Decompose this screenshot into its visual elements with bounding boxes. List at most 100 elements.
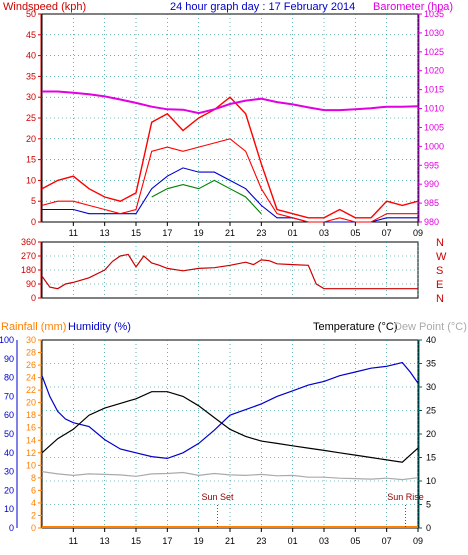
humidity-ytick-label: 90: [4, 354, 14, 364]
temp-ytick-label: 20: [426, 429, 436, 439]
barometer-ytick-label: 1020: [424, 66, 444, 76]
temp-xtick-label: 17: [162, 536, 172, 546]
direction-ytick-label: 180: [21, 265, 36, 275]
compass-label: N: [436, 237, 444, 249]
wind-ytick-label: 35: [26, 71, 36, 81]
wind-ytick-label: 50: [26, 9, 36, 19]
temp-xtick-label: 23: [256, 536, 266, 546]
rain-ytick-label: 26: [26, 360, 36, 370]
wind-xtick-label: 09: [413, 228, 423, 238]
temperature-axis-title: Temperature (°C): [313, 321, 397, 333]
wind-ytick-label: 45: [26, 30, 36, 40]
wind-ytick-label: 20: [26, 134, 36, 144]
sun-marker-label: Sun Rise: [387, 492, 424, 502]
wind-xtick-label: 11: [69, 228, 78, 238]
temp-xtick-label: 05: [350, 536, 360, 546]
wind-ytick-label: 5: [31, 196, 36, 206]
rain-ytick-label: 12: [26, 448, 36, 458]
barometer-ytick-label: 995: [424, 160, 439, 170]
dewpoint-axis-title: Dew Point (°C): [394, 321, 467, 333]
barometer-ytick-label: 1015: [424, 85, 444, 95]
rain-ytick-label: 20: [26, 398, 36, 408]
temp-ytick-label: 35: [426, 359, 436, 369]
barometer-ytick-label: 1005: [424, 122, 444, 132]
temp-xtick-label: 11: [69, 536, 78, 546]
rain-ytick-label: 4: [31, 498, 36, 508]
wind-ytick-label: 40: [26, 51, 36, 61]
humidity-ytick-label: 50: [4, 429, 14, 439]
humidity-ytick-label: 20: [4, 485, 14, 495]
sun-marker-label: Sun Set: [201, 492, 234, 502]
compass-label: N: [436, 293, 444, 305]
barometer-ytick-label: 1000: [424, 141, 444, 151]
humidity-axis-title: Humidity (%): [68, 321, 131, 333]
wind-xtick-label: 03: [319, 228, 329, 238]
temp-ytick-label: 30: [426, 382, 436, 392]
rain-ytick-label: 24: [26, 373, 36, 383]
wind-ytick-label: 0: [31, 217, 36, 227]
temp-xtick-label: 15: [131, 536, 141, 546]
direction-line: [41, 253, 418, 290]
temp-ytick-label: 0: [426, 523, 431, 533]
rain-ytick-label: 6: [31, 485, 36, 495]
humidity-ytick-label: 80: [4, 373, 14, 383]
wind-axis-title: Windspeed (kph): [3, 1, 86, 13]
compass-label: E: [436, 279, 443, 291]
barometer-line: [42, 90, 419, 115]
barometer-ytick-label: 985: [424, 198, 439, 208]
humidity-ytick-label: 100: [0, 335, 14, 345]
humidity-ytick-label: 0: [9, 523, 14, 533]
wind-series-gust: [41, 96, 419, 219]
rainfall-axis-title: Rainfall (mm): [1, 321, 66, 333]
barometer-ytick-label: 1035: [424, 9, 444, 19]
wind-ytick-label: 15: [26, 155, 36, 165]
wind-xtick-label: 13: [100, 228, 110, 238]
temp-xtick-label: 07: [382, 536, 392, 546]
rain-ytick-label: 8: [31, 473, 36, 483]
rain-ytick-label: 2: [31, 510, 36, 520]
rain-ytick-label: 0: [31, 523, 36, 533]
humidity-line: [41, 361, 419, 460]
wind-ytick-label: 30: [26, 92, 36, 102]
rain-ytick-label: 10: [26, 460, 36, 470]
temp-xtick-label: 13: [100, 536, 110, 546]
temperature-line: [41, 391, 419, 463]
barometer-ytick-label: 1010: [424, 104, 444, 114]
rain-ytick-label: 28: [26, 348, 36, 358]
barometer-ytick-label: 1025: [424, 47, 444, 57]
rain-ytick-label: 16: [26, 423, 36, 433]
temp-ytick-label: 40: [426, 335, 436, 345]
wind-xtick-label: 21: [225, 228, 235, 238]
temp-xtick-label: 21: [225, 536, 235, 546]
direction-ytick-label: 360: [21, 237, 36, 247]
barometer-ytick-label: 1030: [424, 28, 444, 38]
temp-ytick-label: 25: [426, 406, 436, 416]
wind-xtick-label: 23: [256, 228, 266, 238]
wind-xtick-label: 17: [162, 228, 172, 238]
wind-series-wind_green: [151, 179, 262, 215]
wind-xtick-label: 15: [131, 228, 141, 238]
compass-label: S: [436, 265, 443, 277]
temp-ytick-label: 10: [426, 476, 436, 486]
wind-xtick-label: 05: [350, 228, 360, 238]
rain-ytick-label: 18: [26, 410, 36, 420]
compass-label: W: [436, 251, 447, 263]
chart-title: 24 hour graph day : 17 February 2014: [170, 1, 355, 13]
temp-xtick-label: 01: [288, 536, 298, 546]
wind-xtick-label: 07: [382, 228, 392, 238]
wind-xtick-label: 19: [194, 228, 204, 238]
barometer-ytick-label: 990: [424, 179, 439, 189]
temp-xtick-label: 03: [319, 536, 329, 546]
temp-ytick-label: 15: [426, 453, 436, 463]
temp-xtick-label: 19: [194, 536, 204, 546]
humidity-ytick-label: 30: [4, 467, 14, 477]
wind-ytick-label: 10: [26, 175, 36, 185]
humidity-ytick-label: 40: [4, 448, 14, 458]
dewpoint-line: [41, 471, 419, 481]
rain-ytick-label: 30: [26, 335, 36, 345]
humidity-ytick-label: 70: [4, 391, 14, 401]
direction-ytick-label: 90: [26, 279, 36, 289]
temp-xtick-label: 09: [413, 536, 423, 546]
humidity-ytick-label: 60: [4, 410, 14, 420]
